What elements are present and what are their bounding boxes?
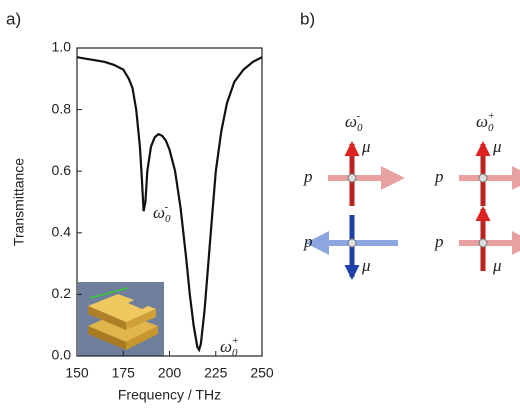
p-label: p (303, 167, 313, 186)
x-tick-label: 225 (204, 365, 228, 381)
y-tick-label: 0.0 (52, 347, 72, 363)
data-line (76, 56, 263, 353)
panel-label: b) (300, 9, 315, 28)
p-label: p (434, 167, 444, 186)
x-tick-label: 200 (158, 365, 182, 381)
superscript: + (488, 110, 495, 122)
dipole-center (347, 173, 357, 183)
y-tick-label: 0.2 (52, 285, 72, 301)
mu-label: μ (492, 137, 502, 156)
y-tick-label: 1.0 (52, 39, 72, 55)
x-tick-label: 150 (65, 365, 89, 381)
mu-label: μ (492, 256, 502, 275)
subscript: 0 (488, 122, 494, 134)
omega-label: ω0- (345, 110, 363, 134)
p-label: p (303, 232, 313, 251)
omega-label: ω0+ (476, 110, 495, 134)
superscript: - (357, 110, 361, 122)
inset-photo (78, 282, 164, 356)
dipole-center (347, 238, 357, 248)
omega-label: ω0- (153, 201, 171, 225)
panel-label: a) (6, 9, 21, 28)
omega-label: ω0+ (220, 335, 239, 359)
x-axis-label: Frequency / THz (118, 387, 221, 403)
x-tick-label: 250 (250, 365, 274, 381)
dipole-center (478, 173, 488, 183)
p-label: p (434, 232, 444, 251)
subscript: 0 (165, 213, 171, 225)
omega: ω (345, 112, 357, 131)
y-axis-label: Transmittance (11, 158, 27, 246)
mu-label: μ (361, 256, 371, 275)
superscript: + (232, 335, 239, 347)
subscript: 0 (357, 122, 363, 134)
mu-label: μ (361, 137, 371, 156)
dipole-center (478, 238, 488, 248)
y-tick-label: 0.6 (52, 162, 72, 178)
x-tick-label: 175 (112, 365, 136, 381)
subscript: 0 (232, 347, 238, 359)
y-tick-label: 0.8 (52, 100, 72, 116)
omega: ω (220, 337, 232, 356)
omega: ω (153, 203, 165, 222)
superscript: - (165, 201, 169, 213)
omega: ω (476, 112, 488, 131)
y-tick-label: 0.4 (52, 224, 72, 240)
